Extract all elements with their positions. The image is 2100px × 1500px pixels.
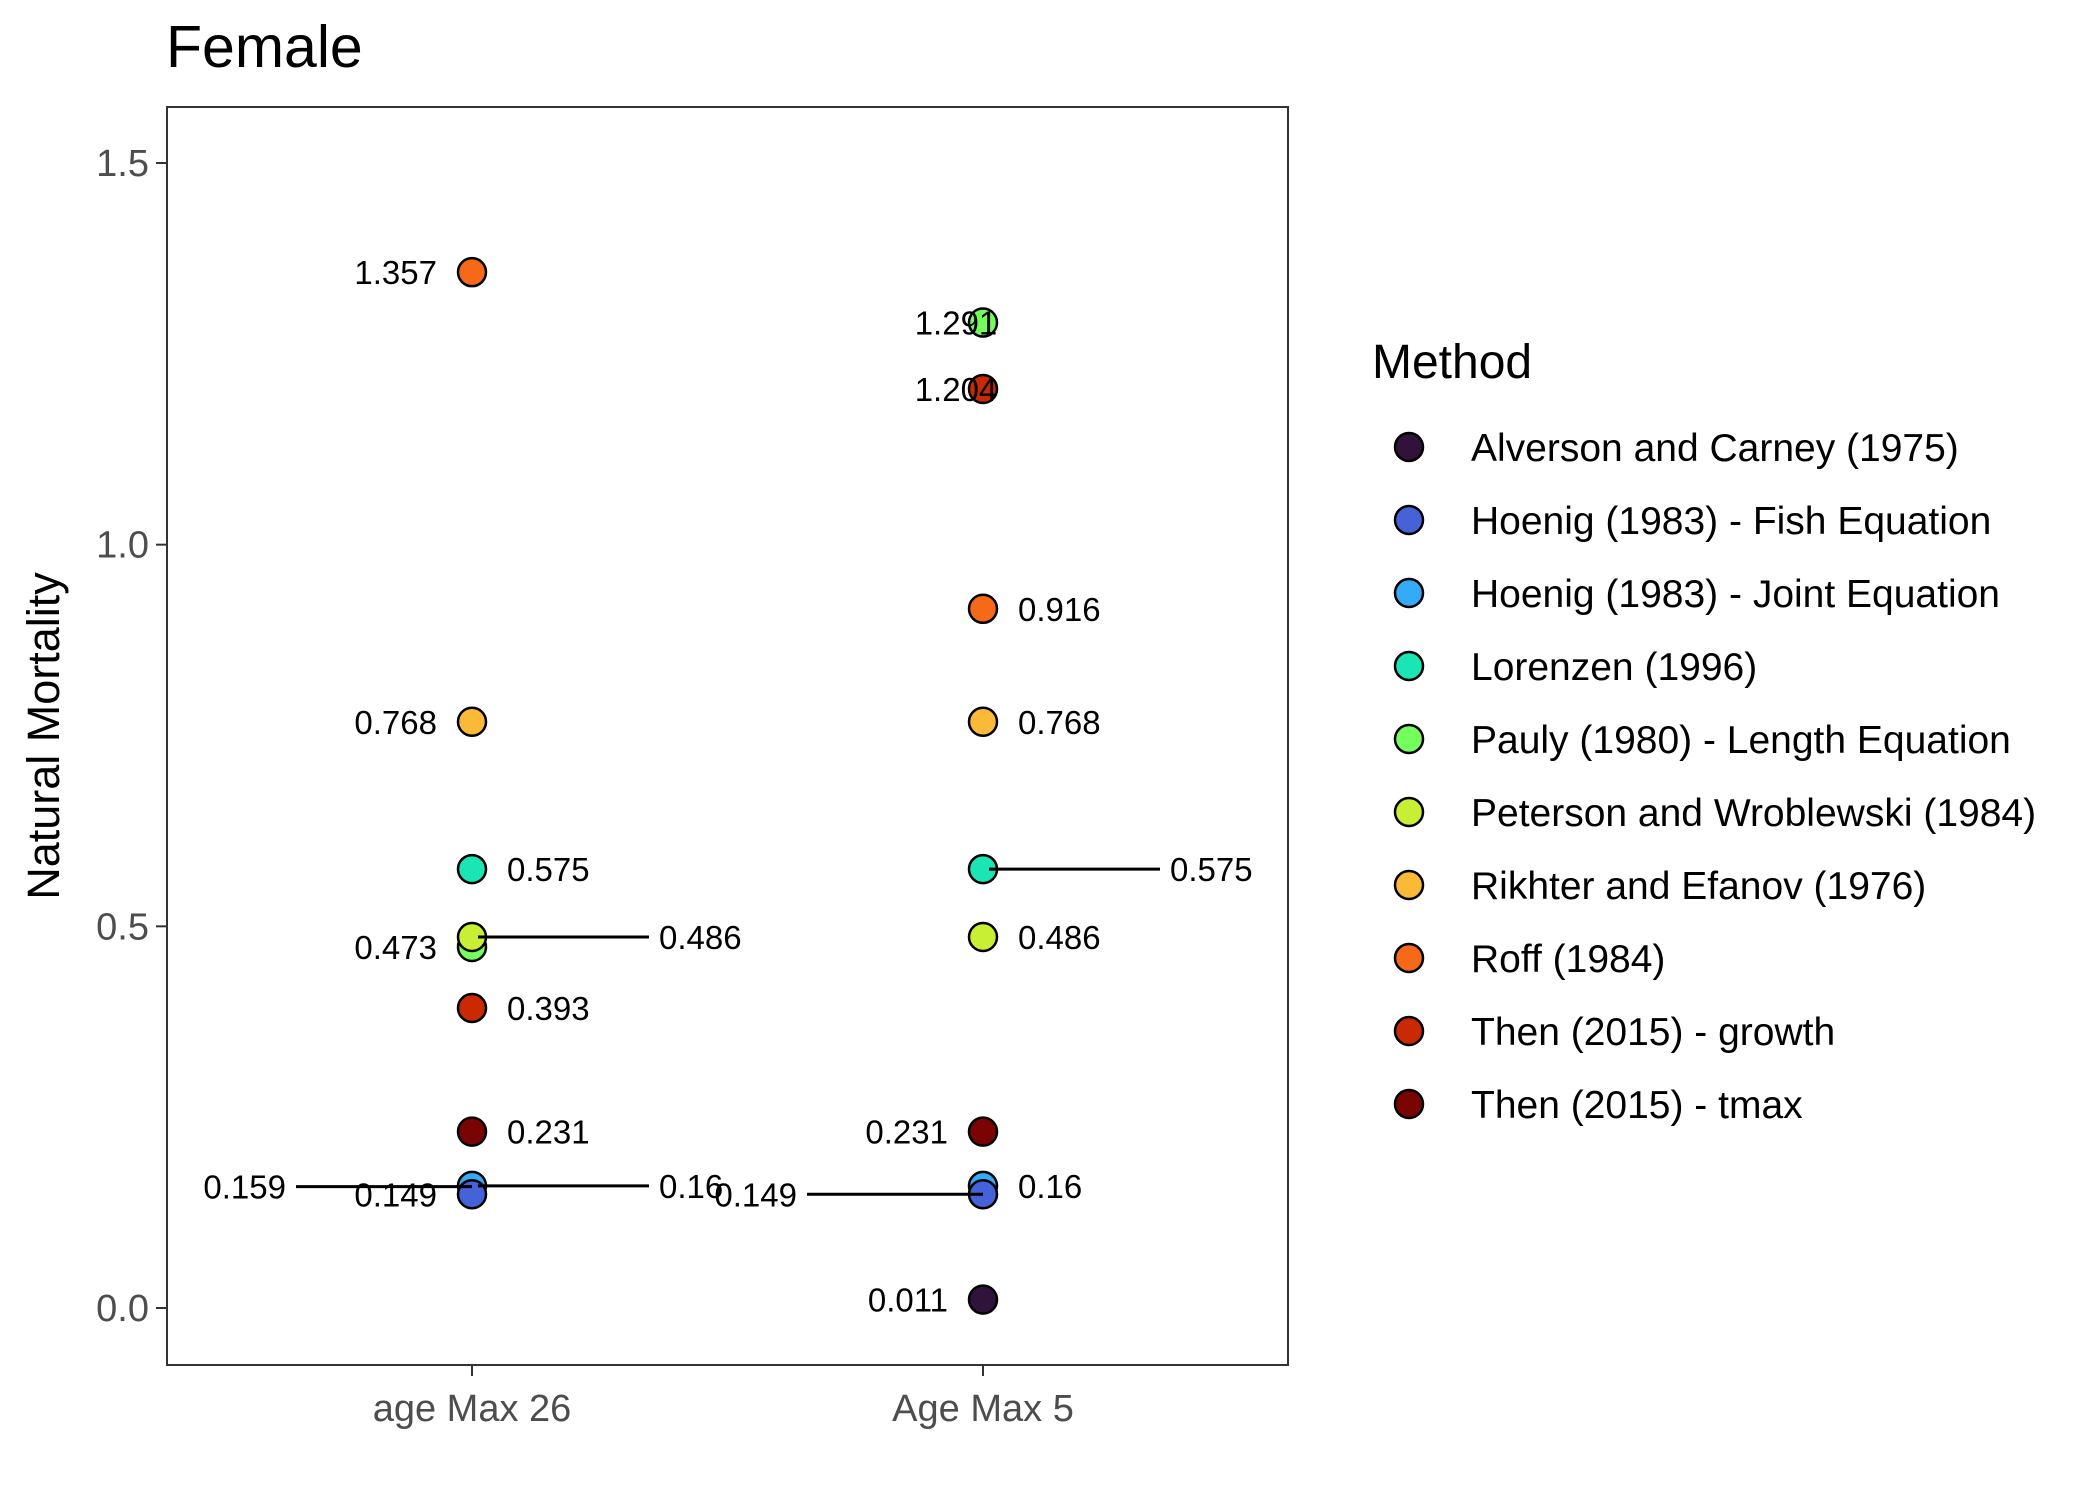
data-label: 0.149 xyxy=(354,1176,437,1213)
data-label: 0.486 xyxy=(1018,919,1101,956)
legend-key xyxy=(1393,796,1425,828)
legend-label: Rikhter and Efanov (1976) xyxy=(1471,865,1926,908)
data-label: 1.291 xyxy=(915,305,998,342)
data-point xyxy=(967,921,999,953)
legend-label: Pauly (1980) - Length Equation xyxy=(1471,719,2011,762)
legend-label: Hoenig (1983) - Fish Equation xyxy=(1471,500,1991,543)
legend-label: Hoenig (1983) - Joint Equation xyxy=(1471,573,2000,616)
data-point xyxy=(456,853,488,885)
data-label: 0.011 xyxy=(868,1282,948,1319)
data-label: 0.149 xyxy=(714,1176,797,1213)
legend-key xyxy=(1393,504,1425,536)
y-tick-label: 1.0 xyxy=(96,525,149,567)
data-label: 0.575 xyxy=(507,851,590,888)
y-tick-label: 0.0 xyxy=(96,1288,149,1330)
data-label: 0.16 xyxy=(659,1168,723,1205)
data-label: 0.768 xyxy=(1018,704,1101,741)
legend-key xyxy=(1393,942,1425,974)
panel-border xyxy=(166,106,1289,1366)
legend-label: Roff (1984) xyxy=(1471,938,1665,981)
legend-key xyxy=(1393,723,1425,755)
axes: 0.0 0.5 1.0 1.5 age Max 26 Age Max 5 Natural M… xyxy=(18,106,1289,1430)
data-point xyxy=(967,1284,999,1315)
x-tick-label: Age Max 5 xyxy=(892,1388,1074,1430)
data-point xyxy=(456,1116,488,1147)
data-point xyxy=(967,593,999,625)
legend-label: Lorenzen (1996) xyxy=(1471,646,1757,689)
data-point xyxy=(967,1116,999,1147)
legend-title: Method xyxy=(1372,336,1532,389)
data-label: 0.231 xyxy=(507,1114,590,1151)
legend: Method Alverson and Carney (1975) Hoenig (… xyxy=(1372,336,2036,1127)
data-label: 0.473 xyxy=(354,929,437,966)
data-label: 0.159 xyxy=(203,1169,286,1206)
data-label: 0.486 xyxy=(659,919,742,956)
data-point xyxy=(967,706,999,738)
legend-label: Peterson and Wroblewski (1984) xyxy=(1471,792,2036,835)
data-label: 0.768 xyxy=(354,704,437,741)
y-axis-title: Natural Mortality xyxy=(18,572,69,900)
data-label: 0.16 xyxy=(1018,1168,1082,1205)
legend-label: Then (2015) - tmax xyxy=(1471,1084,1803,1127)
legend-key xyxy=(1393,1088,1425,1120)
chart-title: Female xyxy=(166,14,363,80)
y-tick-label: 1.5 xyxy=(96,143,149,185)
data-label: 0.393 xyxy=(507,990,590,1027)
legend-key xyxy=(1393,869,1425,901)
legend-key xyxy=(1393,650,1425,682)
data-point xyxy=(456,706,488,738)
legend-key xyxy=(1393,1015,1425,1047)
data-label: 1.204 xyxy=(915,371,998,408)
data-point xyxy=(456,992,488,1024)
data-label: 0.916 xyxy=(1018,591,1101,628)
legend-key xyxy=(1393,431,1425,463)
data-point xyxy=(967,307,999,338)
legend-key xyxy=(1393,577,1425,609)
y-tick-label: 0.5 xyxy=(96,906,149,948)
legend-label: Alverson and Carney (1975) xyxy=(1471,427,1959,470)
data-label: 1.357 xyxy=(354,254,437,291)
data-point xyxy=(967,373,999,405)
data-label: 0.231 xyxy=(865,1114,948,1151)
legend-label: Then (2015) - growth xyxy=(1471,1011,1835,1054)
data-point xyxy=(456,256,488,288)
x-tick-label: age Max 26 xyxy=(373,1388,572,1430)
data-label: 0.575 xyxy=(1170,851,1253,888)
